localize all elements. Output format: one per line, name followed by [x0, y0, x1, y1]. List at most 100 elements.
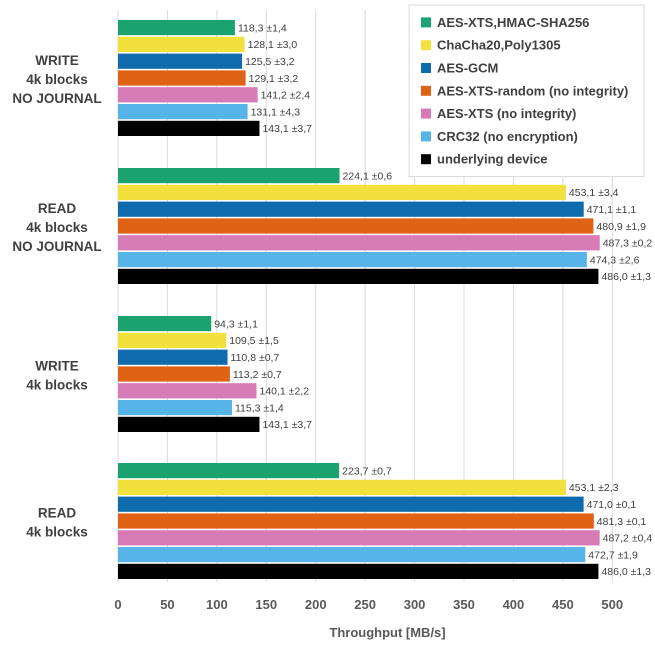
x-tick-label: 300: [404, 597, 426, 612]
bar: [118, 400, 232, 416]
bar: [118, 530, 600, 546]
legend-entry: AES-XTS (no integrity): [421, 106, 576, 121]
data-labels: 118,3 ±1,4 128,1 ±3,0 125,5 ±3,2 129,1 ±3,2…: [214, 22, 652, 578]
legend-label: AES-GCM: [437, 61, 498, 76]
legend-swatch: [421, 17, 431, 28]
data-label: 471,0 ±0,1: [587, 499, 637, 511]
data-label: 486,0 ±1,3: [601, 566, 651, 578]
bar: [118, 104, 248, 120]
x-tick-label: 500: [601, 597, 623, 612]
category-label-line: NO JOURNAL: [12, 239, 101, 254]
bar: [118, 563, 599, 579]
data-label: 109,5 ±1,5: [229, 335, 279, 347]
data-label: 487,3 ±0,2: [603, 238, 653, 250]
data-label: 453,1 ±3,4: [569, 187, 619, 199]
bar: [118, 332, 227, 348]
category-label: READ 4k blocks: [26, 505, 88, 539]
category-label-line: WRITE: [35, 358, 79, 373]
bar: [118, 120, 260, 136]
bar: [118, 70, 246, 86]
x-axis-ticks: 0 50 100 150 200 250 300 350 400 450 500: [114, 597, 623, 612]
bar: [118, 168, 340, 184]
legend-swatch: [421, 154, 431, 165]
category-label-line: WRITE: [35, 53, 79, 68]
data-label: 471,1 ±1,1: [587, 204, 637, 216]
legend-swatch: [421, 108, 431, 119]
legend-swatch: [421, 63, 431, 73]
data-label: 480,9 ±1,9: [596, 221, 646, 233]
data-label: 143,1 ±3,7: [262, 419, 312, 431]
bar: [118, 479, 566, 495]
data-label: 115,3 ±1,4: [235, 402, 284, 414]
data-label: 113,2 ±0,7: [233, 369, 282, 381]
bar: [118, 53, 243, 69]
x-tick-label: 450: [552, 597, 574, 612]
data-label: 472,7 ±1,9: [588, 549, 638, 561]
legend: AES-XTS,HMAC-SHA256 ChaCha20,Poly1305 AES-…: [408, 4, 645, 178]
bar: [118, 463, 340, 479]
legend-swatch: [421, 85, 431, 96]
legend-entry: CRC32 (no encryption): [421, 129, 578, 144]
data-label: 474,3 ±2,6: [590, 254, 640, 266]
x-tick-label: 200: [305, 597, 327, 612]
bar: [118, 349, 228, 365]
data-label: 140,1 ±2,2: [259, 386, 309, 398]
category-label-line: 4k blocks: [26, 377, 88, 392]
category-label-line: 4k blocks: [26, 524, 88, 539]
x-tick-label: 400: [503, 597, 525, 612]
category-labels: WRITE 4k blocks NO JOURNAL READ 4k blocks NO …: [12, 53, 101, 539]
bar: [118, 235, 600, 251]
legend-entry: underlying device: [421, 152, 548, 167]
bar: [118, 218, 594, 234]
data-label: 125,5 ±3,2: [245, 56, 295, 68]
legend-swatch: [421, 40, 431, 51]
legend-entry: ChaCha20,Poly1305: [421, 38, 561, 53]
category-label: WRITE 4k blocks NO JOURNAL: [12, 53, 101, 106]
data-label: 131,1 ±4,3: [251, 106, 301, 118]
x-tick-label: 0: [114, 597, 121, 612]
bar: [118, 36, 245, 52]
legend-entry: AES-XTS-random (no integrity): [421, 83, 628, 98]
bar: [118, 20, 235, 36]
category-label: READ 4k blocks NO JOURNAL: [12, 201, 101, 254]
category-label-line: READ: [38, 201, 77, 216]
data-label: 118,3 ±1,4: [238, 22, 287, 34]
x-tick-label: 250: [354, 597, 376, 612]
legend-label: CRC32 (no encryption): [437, 129, 578, 144]
bars: [118, 20, 600, 579]
data-label: 453,1 ±2,3: [569, 482, 619, 494]
category-label: WRITE 4k blocks: [26, 358, 88, 392]
data-label: 143,1 ±3,7: [262, 123, 312, 135]
data-label: 224,1 ±0,6: [343, 170, 393, 182]
legend-label: underlying device: [437, 152, 548, 167]
legend-label: AES-XTS (no integrity): [437, 106, 576, 121]
data-label: 486,0 ±1,3: [601, 271, 651, 283]
bar: [118, 316, 212, 332]
x-tick-label: 350: [453, 597, 475, 612]
bar: [118, 252, 587, 268]
data-label: 223,7 ±0,7: [342, 465, 392, 477]
category-label-line: NO JOURNAL: [12, 91, 101, 106]
bar: [118, 184, 566, 200]
bar: [118, 416, 260, 432]
x-tick-label: 50: [160, 597, 174, 612]
bar: [118, 547, 586, 563]
legend-label: AES-XTS-random (no integrity): [437, 83, 628, 98]
data-label: 94,3 ±1,1: [214, 318, 258, 330]
data-label: 141,2 ±2,4: [261, 90, 311, 102]
bar: [118, 496, 584, 512]
data-label: 129,1 ±3,2: [249, 73, 299, 85]
category-label-line: READ: [38, 505, 77, 520]
bar: [118, 366, 230, 382]
category-label-line: 4k blocks: [26, 220, 88, 235]
data-label: 487,2 ±0,4: [603, 533, 653, 545]
bar: [118, 87, 258, 103]
x-tick-label: 100: [206, 597, 228, 612]
bar: [118, 201, 584, 217]
bar: [118, 383, 257, 399]
x-tick-label: 150: [255, 597, 277, 612]
legend-entry: AES-XTS,HMAC-SHA256: [421, 15, 589, 30]
legend-box: [408, 4, 645, 178]
data-label: 481,3 ±0,1: [597, 516, 647, 528]
